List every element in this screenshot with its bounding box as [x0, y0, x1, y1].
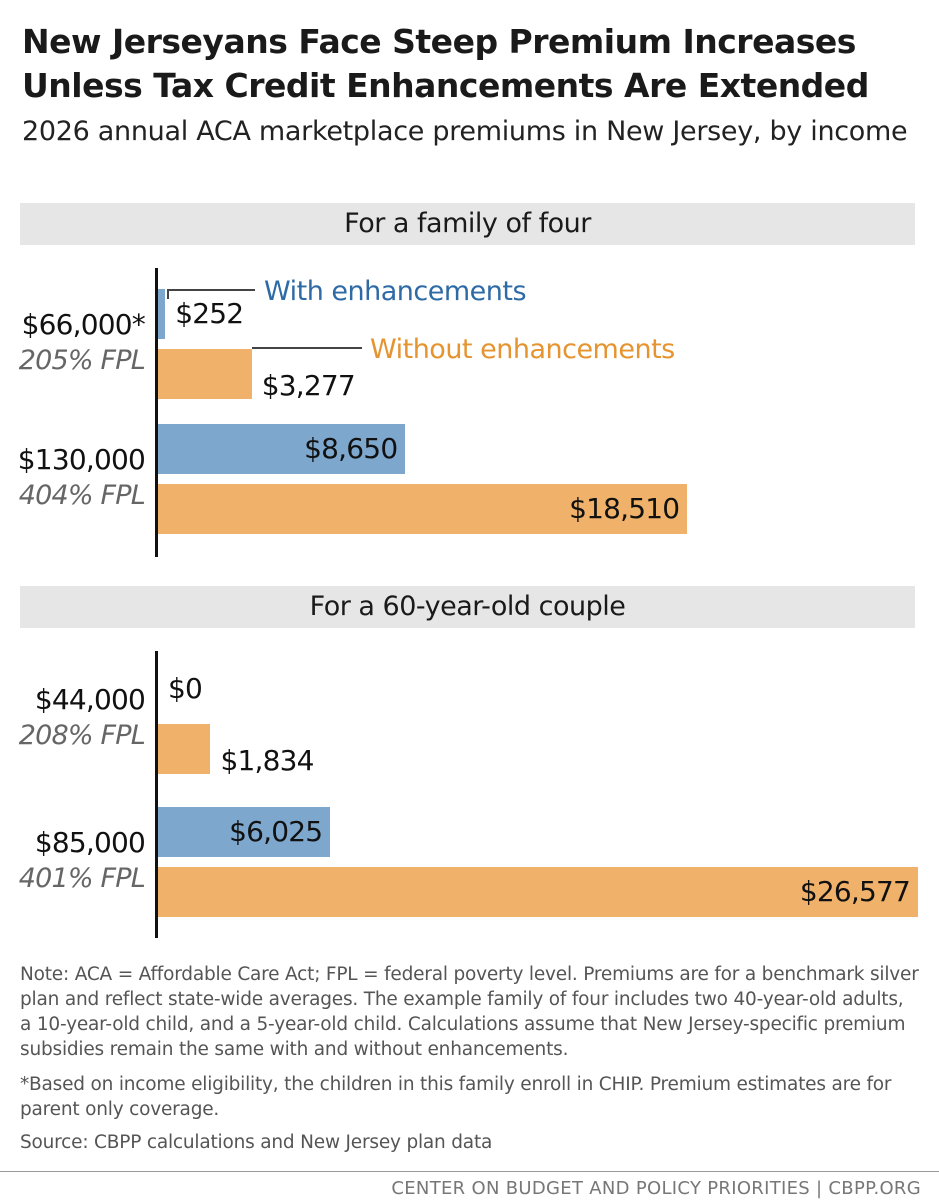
legend-with-leader-tick — [167, 289, 169, 299]
panel-header: For a family of four — [20, 203, 915, 245]
income-label: $130,000 — [17, 443, 146, 476]
with-enhancements-bar — [158, 807, 331, 857]
without-value-label: $1,834 — [220, 744, 314, 777]
with-enhancements-bar — [158, 289, 166, 339]
legend-without-leader — [252, 347, 362, 349]
without-value-label: $3,277 — [261, 369, 356, 402]
footer-credit: CENTER ON BUDGET AND POLICY PRIORITIES |… — [391, 1178, 921, 1199]
with-value-label: $252 — [175, 297, 244, 330]
category-axis — [155, 268, 158, 557]
without-value-label: $26,577 — [799, 875, 911, 908]
chart-title: New Jerseyans Face Steep Premium Increas… — [22, 22, 869, 105]
with-value-label: $8,650 — [304, 432, 398, 465]
note-text: Note: ACA = Affordable Care Act; FPL = f… — [20, 964, 919, 1060]
income-label: $85,000 — [34, 826, 146, 859]
without-enhancements-bar — [158, 349, 252, 399]
income-label: $44,000 — [34, 683, 146, 716]
legend-with-leader — [167, 289, 255, 291]
without-enhancements-bar — [158, 724, 211, 774]
legend-without: Without enhancements — [370, 334, 675, 365]
without-enhancements-bar — [158, 484, 688, 534]
category-axis — [155, 651, 158, 938]
legend-with: With enhancements — [264, 276, 527, 307]
without-enhancements-bar — [158, 867, 918, 917]
panel-header: For a 60-year-old couple — [20, 586, 915, 628]
with-enhancements-bar — [158, 424, 406, 474]
footer-divider — [0, 1171, 939, 1172]
without-value-label: $18,510 — [569, 492, 680, 525]
with-value-label: $6,025 — [229, 815, 323, 848]
fpl-label: 401% FPL — [18, 863, 146, 894]
footnote-text: *Based on income eligibility, the childr… — [20, 1074, 892, 1120]
fpl-label: 205% FPL — [18, 345, 146, 376]
fpl-label: 208% FPL — [18, 720, 146, 751]
chart-subtitle: 2026 annual ACA marketplace premiums in … — [22, 116, 908, 147]
fpl-label: 404% FPL — [18, 480, 146, 511]
source-text: Source: CBPP calculations and New Jersey… — [20, 1132, 493, 1153]
income-label: $66,000* — [21, 308, 146, 341]
with-value-label: $0 — [168, 672, 203, 705]
